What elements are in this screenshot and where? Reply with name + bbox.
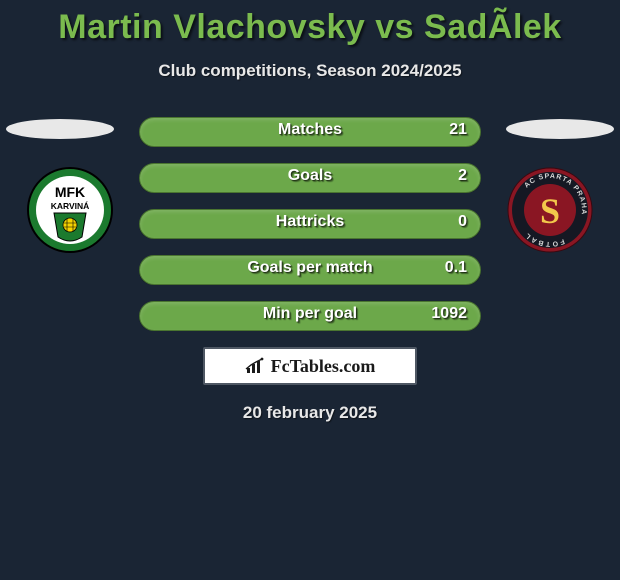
page-title: Martin Vlachovsky vs SadÃlek xyxy=(0,0,620,47)
stat-label: Min per goal xyxy=(263,305,357,323)
subtitle: Club competitions, Season 2024/2025 xyxy=(0,61,620,81)
stat-row: Min per goal 1092 xyxy=(139,301,481,331)
player-photo-placeholder-right xyxy=(506,119,614,139)
stats-bars: Matches 21 Goals 2 Hattricks 0 Goals per… xyxy=(139,117,481,331)
comparison-area: MFK KARVINÁ AC SPARTA PRAHA FOTBAL S xyxy=(0,117,620,331)
stat-value: 0 xyxy=(458,213,467,231)
club-badge-left: MFK KARVINÁ xyxy=(20,167,120,253)
stat-row: Goals 2 xyxy=(139,163,481,193)
fctables-logo-text: FcTables.com xyxy=(271,356,376,377)
stat-label: Hattricks xyxy=(276,213,344,231)
stat-label: Matches xyxy=(278,121,342,139)
club-left-text-bottom: KARVINÁ xyxy=(51,201,90,211)
stat-value: 1092 xyxy=(431,305,467,323)
player-photo-placeholder-left xyxy=(6,119,114,139)
stat-row: Matches 21 xyxy=(139,117,481,147)
stat-value: 2 xyxy=(458,167,467,185)
club-left-text-top: MFK xyxy=(55,184,85,200)
date-label: 20 february 2025 xyxy=(0,403,620,423)
stat-label: Goals per match xyxy=(247,259,372,277)
stat-value: 21 xyxy=(449,121,467,139)
club-right-letter: S xyxy=(540,191,560,231)
fctables-logo[interactable]: FcTables.com xyxy=(203,347,417,385)
stat-row: Goals per match 0.1 xyxy=(139,255,481,285)
club-badge-right: AC SPARTA PRAHA FOTBAL S xyxy=(500,167,600,253)
chart-icon xyxy=(245,357,267,375)
stat-row: Hattricks 0 xyxy=(139,209,481,239)
stat-value: 0.1 xyxy=(445,259,467,277)
stat-label: Goals xyxy=(288,167,332,185)
